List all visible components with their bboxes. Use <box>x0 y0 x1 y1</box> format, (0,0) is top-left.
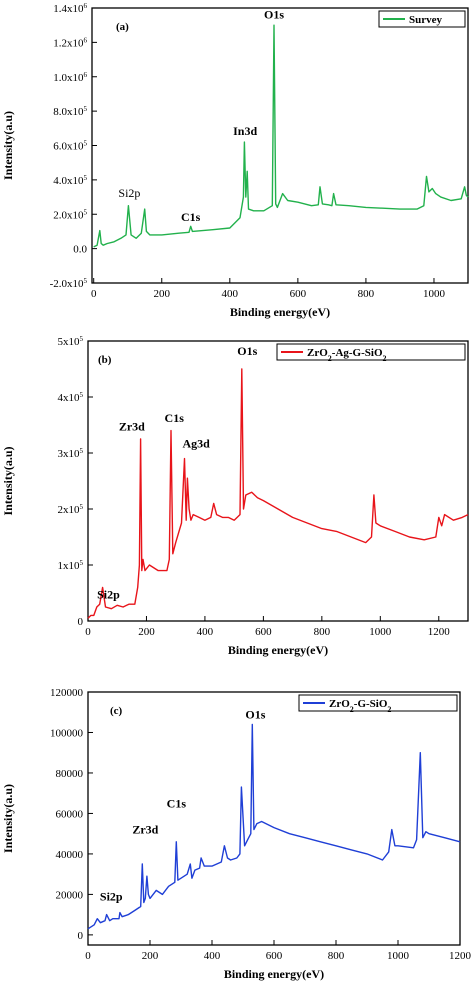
y-tick-label: -2.0x105 <box>50 277 88 290</box>
y-tick-label: 1.4x106 <box>53 2 87 15</box>
y-tick-label: 0 <box>78 930 84 942</box>
peak-label: O1s <box>245 707 265 721</box>
legend-label: ZrO2-G-SiO2 <box>329 698 391 714</box>
x-tick-label: 200 <box>142 950 159 962</box>
y-tick-label: 4.0x105 <box>53 174 87 187</box>
x-tick-label: 800 <box>328 950 345 962</box>
x-tick-label: 600 <box>255 626 272 638</box>
legend-label: ZrO2-Ag-G-SiO2 <box>307 347 387 363</box>
y-tick-label: 60000 <box>56 808 84 820</box>
y-tick-label: 0 <box>78 616 84 628</box>
x-tick-label: 200 <box>138 626 155 638</box>
x-tick-label: 0 <box>91 288 97 300</box>
x-tick-label: 600 <box>290 288 307 300</box>
x-axis-title: Binding energy(eV) <box>230 305 330 319</box>
panel-label: (c) <box>110 705 123 717</box>
y-tick-label: 8.0x105 <box>53 105 87 118</box>
x-tick-label: 800 <box>358 288 375 300</box>
legend: Survey <box>378 10 466 28</box>
peak-label: C1s <box>165 411 185 425</box>
peak-label: Si2p <box>97 588 120 602</box>
y-tick-label: 5x105 <box>58 335 84 348</box>
panel-label: (a) <box>116 21 129 33</box>
y-axis-title: Intensity(a.u) <box>1 111 15 180</box>
x-tick-label: 0 <box>85 626 91 638</box>
y-tick-label: 3x105 <box>58 447 84 460</box>
x-tick-label: 200 <box>154 288 171 300</box>
chart-panel-c: 0 200 400 600 800 1000 1200 0 20000 40000 60000 800… <box>1 687 472 981</box>
y-tick-label: 1.0x106 <box>53 71 87 84</box>
y-tick-label: 100000 <box>50 727 84 739</box>
chart-panel-a: 0 200 400 600 800 1000 -2.0x105 0.0 2.0x105 4.0x1… <box>1 2 469 319</box>
y-tick-label: 2x105 <box>58 503 84 516</box>
x-axis-title: Binding energy(eV) <box>224 967 324 981</box>
y-tick-label: 40000 <box>56 849 84 861</box>
peak-label: In3d <box>233 124 257 138</box>
y-tick-label: 2.0x105 <box>53 208 87 221</box>
y-tick-label: 0.0 <box>73 244 87 256</box>
peak-label: O1s <box>264 7 284 21</box>
x-tick-label: 1000 <box>387 950 410 962</box>
x-tick-label: 800 <box>314 626 331 638</box>
peak-label: Zr3d <box>132 823 158 837</box>
peak-label: Zr3d <box>119 420 145 434</box>
x-tick-label: 1000 <box>423 288 446 300</box>
plot-frame <box>91 7 469 284</box>
y-tick-label: 4x105 <box>58 391 84 404</box>
peak-label: Ag3d <box>182 436 210 450</box>
x-tick-label: 1200 <box>428 626 451 638</box>
y-tick-label: 120000 <box>50 687 84 699</box>
spectrum-series-line <box>87 723 461 930</box>
legend-box <box>276 343 466 361</box>
y-tick-label: 6.0x105 <box>53 140 87 153</box>
y-tick-label: 1.2x106 <box>53 36 87 49</box>
x-tick-label: 400 <box>197 626 214 638</box>
y-axis-title: Intensity(a.u) <box>1 784 15 853</box>
panel-label: (b) <box>98 354 112 366</box>
legend-label: Survey <box>409 14 443 26</box>
plot-frame <box>87 691 461 946</box>
legend-box <box>298 694 458 712</box>
plot-frame <box>87 340 469 622</box>
x-tick-label: 400 <box>204 950 221 962</box>
legend-box <box>378 10 466 28</box>
x-tick-label: 400 <box>222 288 239 300</box>
spectrum-series-line <box>87 368 469 619</box>
x-tick-label: 1200 <box>449 950 472 962</box>
legend: ZrO2-Ag-G-SiO2 <box>276 343 466 363</box>
x-tick-label: 0 <box>85 950 91 962</box>
y-axis-title: Intensity(a.u) <box>1 446 15 515</box>
x-tick-label: 600 <box>266 950 283 962</box>
y-tick-label: 80000 <box>56 768 84 780</box>
peak-label: Si2p <box>118 186 140 200</box>
peak-label: C1s <box>167 796 187 810</box>
y-tick-label: 20000 <box>56 889 84 901</box>
peak-label: O1s <box>237 344 257 358</box>
y-tick-label: 1x105 <box>58 559 84 572</box>
x-axis-title: Binding energy(eV) <box>228 643 328 657</box>
x-tick-label: 1000 <box>369 626 392 638</box>
chart-panel-b: 0 200 400 600 800 1000 1200 0 1x105 2x105 3x105 4x1… <box>1 335 469 657</box>
peak-label: C1s <box>181 210 201 224</box>
peak-label: Si2p <box>100 889 123 903</box>
legend: ZrO2-G-SiO2 <box>298 694 458 714</box>
spectrum-series-line <box>93 24 469 248</box>
